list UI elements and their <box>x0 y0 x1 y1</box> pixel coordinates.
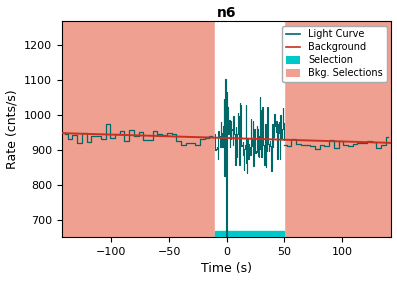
Bar <box>62 21 215 237</box>
Y-axis label: Rate (cnts/s): Rate (cnts/s) <box>6 89 19 169</box>
Title: n6: n6 <box>217 6 237 20</box>
Bar <box>215 231 284 237</box>
X-axis label: Time (s): Time (s) <box>201 262 252 275</box>
Bar <box>284 21 391 237</box>
Legend: Light Curve, Background, Selection, Bkg. Selections: Light Curve, Background, Selection, Bkg.… <box>282 26 387 82</box>
Bar <box>215 21 284 237</box>
